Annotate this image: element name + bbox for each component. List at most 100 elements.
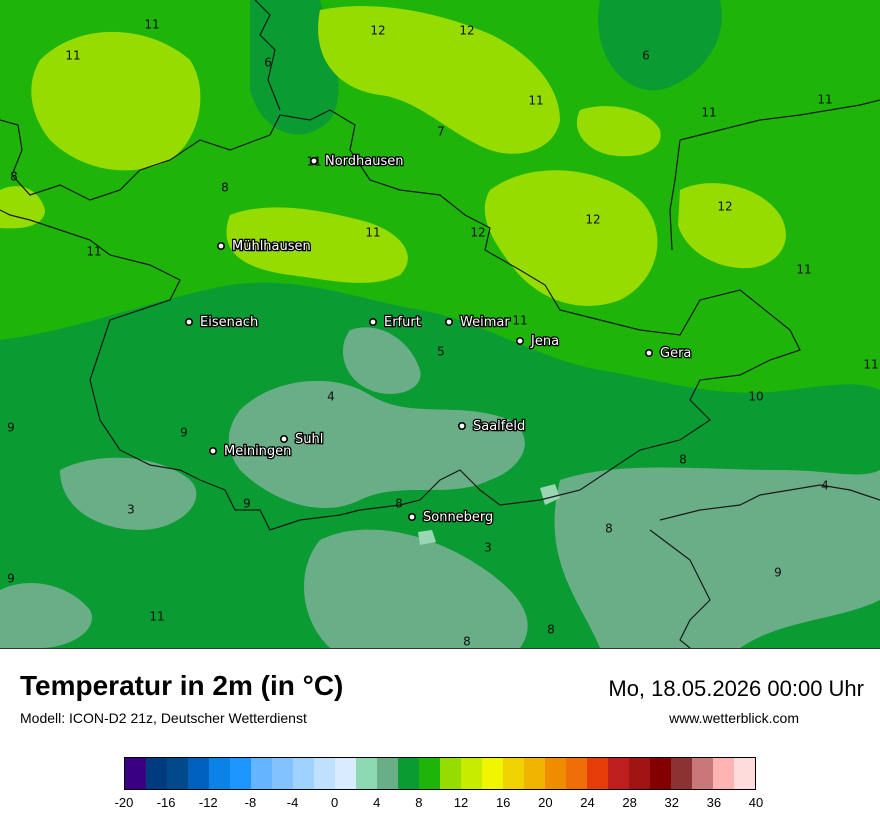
temperature-value-label: 8 bbox=[10, 170, 18, 184]
city-label: Jena bbox=[530, 334, 559, 349]
city-dot bbox=[185, 317, 194, 326]
temperature-value-label: 4 bbox=[821, 479, 829, 493]
city-marker-mühlhausen[interactable]: Mühlhausen bbox=[217, 238, 312, 255]
temperature-value-label: 10 bbox=[748, 390, 763, 404]
city-label: Meiningen bbox=[224, 444, 291, 459]
zone-12-center bbox=[226, 207, 408, 283]
legend-swatch bbox=[545, 758, 566, 789]
temperature-value-label: 11 bbox=[65, 49, 80, 63]
temperature-value-label: 12 bbox=[459, 24, 474, 38]
city-marker-gera[interactable]: Gera bbox=[644, 345, 693, 362]
zone-12-ne bbox=[678, 183, 786, 269]
legend-swatch bbox=[440, 758, 461, 789]
city-dot bbox=[368, 317, 377, 326]
legend-swatch bbox=[503, 758, 524, 789]
state-border bbox=[0, 109, 801, 531]
temperature-value-label: 6 bbox=[510, 418, 518, 432]
temperature-value-label: 7 bbox=[437, 125, 445, 139]
legend-tick: -16 bbox=[156, 795, 176, 810]
zone-0-4-far-sw bbox=[0, 582, 92, 648]
temperature-value-label: 12 bbox=[370, 24, 385, 38]
city-marker-nordhausen[interactable]: Nordhausen bbox=[309, 153, 405, 170]
city-dot bbox=[209, 446, 218, 455]
border-east bbox=[669, 139, 681, 251]
temperature-value-label: 8 bbox=[395, 497, 403, 511]
legend-swatch bbox=[566, 758, 587, 789]
city-marker-meiningen[interactable]: Meiningen bbox=[209, 443, 293, 460]
temperature-value-label: 9 bbox=[180, 426, 188, 440]
legend-swatch bbox=[524, 758, 545, 789]
city-marker-suhl[interactable]: Suhl bbox=[279, 431, 325, 448]
legend-tick: 0 bbox=[331, 795, 339, 810]
temperature-value-label: 11 bbox=[86, 245, 101, 259]
temperature-value-label: 8 bbox=[605, 522, 613, 536]
city-label: Suhl bbox=[295, 432, 323, 447]
color-scale-legend bbox=[124, 757, 756, 790]
temperature-value-label: 6 bbox=[642, 49, 650, 63]
temperature-value-label: 6 bbox=[200, 314, 208, 328]
city-dot bbox=[217, 242, 226, 251]
temperature-value-label: 9 bbox=[7, 421, 15, 435]
legend-tick: 4 bbox=[373, 795, 381, 810]
legend-swatch bbox=[398, 758, 419, 789]
temperature-map: 11 12 12 11 6 6 11 11 11 7 11 8 8 12 12 11 12 11 11 6 11 5 11 4… bbox=[0, 0, 880, 649]
legend-swatch bbox=[146, 758, 167, 789]
city-label: Nordhausen bbox=[325, 154, 404, 169]
zone-0-4-center bbox=[342, 327, 421, 394]
website-link[interactable]: www.wetterblick.com bbox=[669, 710, 799, 726]
legend-tick: -8 bbox=[244, 795, 257, 810]
temperature-value-label: 11 bbox=[144, 18, 159, 32]
temperature-value-label: 11 bbox=[817, 93, 832, 107]
city-marker-saalfeld[interactable]: Saalfeld bbox=[457, 418, 527, 435]
legend-tick: 12 bbox=[453, 795, 469, 810]
city-marker-sonneberg[interactable]: Sonneberg bbox=[407, 509, 495, 526]
city-label: Saalfeld bbox=[473, 419, 525, 434]
value-labels: 11 12 12 11 6 6 11 11 11 7 11 8 8 12 12 11 12 11 11 6 11 5 11 4… bbox=[7, 18, 878, 649]
legend-tick: 40 bbox=[748, 795, 764, 810]
city-marker-eisenach[interactable]: Eisenach bbox=[185, 314, 260, 331]
city-marker-erfurt[interactable]: Erfurt bbox=[368, 314, 422, 331]
legend-swatch bbox=[272, 758, 293, 789]
city-dot bbox=[515, 336, 524, 345]
temperature-value-label: 8 bbox=[221, 181, 229, 195]
light-patch-2 bbox=[418, 530, 436, 545]
map-title: Temperatur in 2m (in °C) bbox=[20, 670, 344, 701]
temperature-value-label: 9 bbox=[7, 572, 15, 586]
city-label: Sonneberg bbox=[423, 510, 493, 525]
light-patch bbox=[540, 484, 560, 505]
zone-0-4-south bbox=[303, 529, 528, 648]
legend-swatch bbox=[482, 758, 503, 789]
zone-0-4-se bbox=[554, 467, 880, 648]
legend-swatch bbox=[251, 758, 272, 789]
temperature-value-label: 11 bbox=[863, 358, 878, 372]
temperature-value-label: 11 bbox=[512, 314, 527, 328]
legend-swatch bbox=[587, 758, 608, 789]
city-dot bbox=[279, 434, 288, 443]
legend-tick: 32 bbox=[664, 795, 679, 810]
legend-swatch bbox=[209, 758, 230, 789]
city-marker-jena[interactable]: Jena bbox=[515, 333, 560, 350]
border-north bbox=[254, 0, 880, 141]
city-label: Gera bbox=[660, 346, 691, 361]
city-dot bbox=[644, 348, 653, 357]
city-dot bbox=[309, 157, 318, 166]
city-label: Erfurt bbox=[384, 315, 421, 330]
temperature-value-label: 4 bbox=[327, 390, 335, 404]
model-source: Modell: ICON-D2 21z, Deutscher Wetterdie… bbox=[20, 710, 307, 726]
legend-swatch bbox=[335, 758, 356, 789]
zone-12-east bbox=[484, 170, 658, 306]
temperature-value-label: 3 bbox=[127, 503, 135, 517]
legend-swatch bbox=[188, 758, 209, 789]
city-dot bbox=[444, 317, 453, 326]
cities: Nordhausen Mühlhausen Eisenach Erfurt Weimar… bbox=[185, 153, 693, 526]
legend-tick: -4 bbox=[286, 795, 299, 810]
legend-swatch bbox=[629, 758, 650, 789]
legend-swatch bbox=[167, 758, 188, 789]
temperature-value-label: 9 bbox=[774, 566, 782, 580]
city-marker-weimar[interactable]: Weimar bbox=[444, 314, 512, 331]
legend-tick: 28 bbox=[622, 795, 637, 810]
temperature-value-label: 8 bbox=[463, 635, 471, 649]
temperature-value-label: 11 bbox=[149, 610, 164, 624]
temperature-value-label: 3 bbox=[484, 541, 492, 555]
legend-swatch bbox=[377, 758, 398, 789]
